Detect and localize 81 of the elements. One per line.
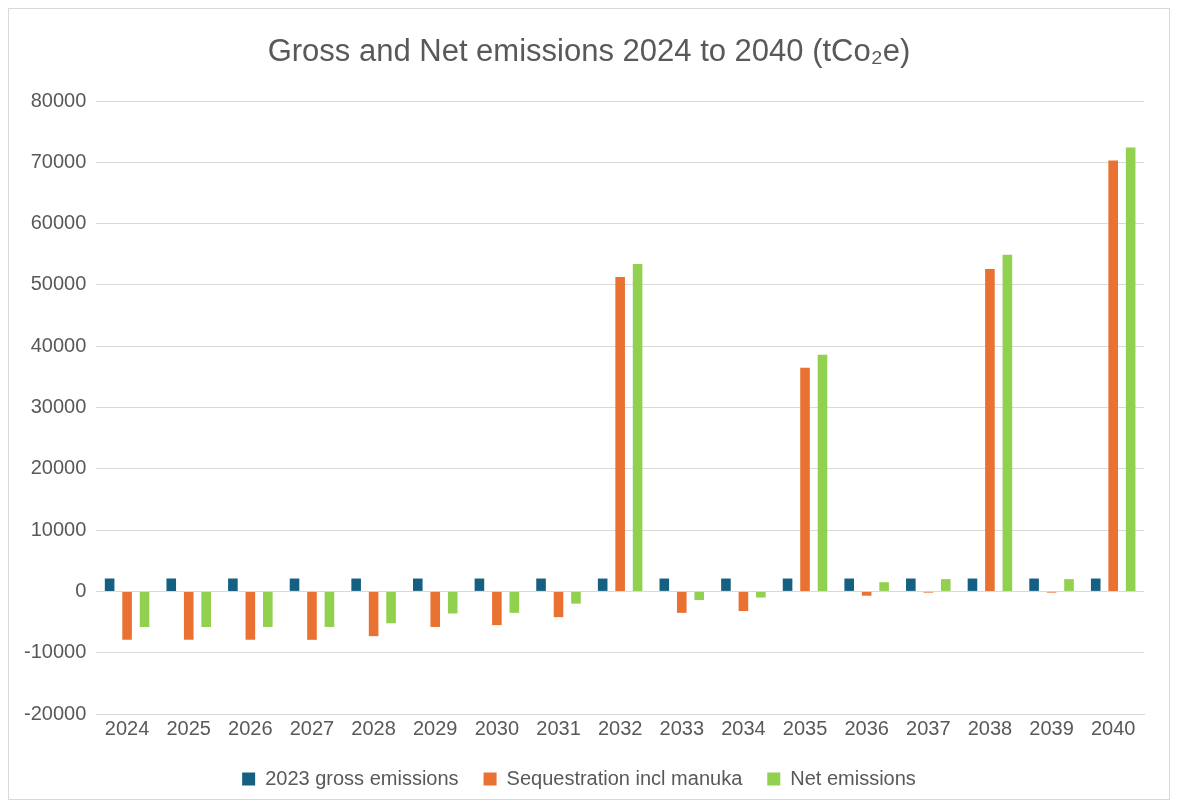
x-tick-label: 2029 bbox=[413, 716, 458, 739]
y-tick-label: -20000 bbox=[23, 701, 87, 724]
bar bbox=[430, 591, 441, 627]
bar bbox=[104, 578, 115, 591]
bar bbox=[782, 578, 793, 591]
bar bbox=[166, 578, 177, 591]
bar bbox=[721, 578, 731, 591]
bar bbox=[906, 578, 916, 591]
y-tick-label: 80000 bbox=[30, 88, 87, 111]
bar bbox=[509, 591, 520, 613]
y-tick-label: 20000 bbox=[30, 456, 87, 479]
legend-label: 2023 gross emissions bbox=[265, 766, 459, 789]
x-tick-label: 2034 bbox=[721, 716, 766, 739]
bar bbox=[571, 591, 581, 604]
bar bbox=[492, 591, 502, 626]
bar bbox=[1002, 254, 1013, 591]
bar bbox=[368, 591, 379, 637]
x-tick-label: 2025 bbox=[166, 716, 211, 739]
x-tick-label: 2032 bbox=[597, 716, 643, 739]
y-tick-label: 0 bbox=[75, 578, 87, 601]
y-tick-label: -10000 bbox=[23, 640, 87, 663]
legend-label: Net emissions bbox=[790, 766, 916, 789]
bar bbox=[307, 591, 317, 640]
x-tick-label: 2031 bbox=[536, 716, 581, 739]
bar bbox=[1064, 579, 1074, 591]
bar bbox=[122, 591, 132, 640]
bar bbox=[597, 578, 608, 591]
bar bbox=[139, 591, 150, 627]
bar bbox=[474, 578, 485, 591]
bar bbox=[817, 354, 828, 591]
bar bbox=[1125, 147, 1136, 591]
bar bbox=[553, 591, 564, 618]
x-tick-label: 2036 bbox=[844, 716, 889, 739]
x-tick-label: 2030 bbox=[474, 716, 520, 739]
x-tick-label: 2038 bbox=[967, 716, 1013, 739]
bar bbox=[738, 591, 749, 612]
bar bbox=[844, 578, 854, 591]
bar bbox=[1090, 578, 1101, 591]
y-tick-label: 10000 bbox=[30, 517, 87, 540]
x-tick-label: 2040 bbox=[1090, 716, 1136, 739]
bar bbox=[263, 591, 273, 627]
x-tick-label: 2035 bbox=[782, 716, 828, 739]
y-tick-label: 40000 bbox=[30, 333, 87, 356]
bar bbox=[289, 578, 300, 591]
bar bbox=[1029, 578, 1039, 591]
bar bbox=[861, 591, 872, 596]
bar bbox=[632, 264, 643, 591]
x-tick-label: 2027 bbox=[289, 716, 335, 739]
y-tick-label: 30000 bbox=[30, 395, 87, 418]
bar bbox=[676, 591, 687, 613]
bar bbox=[756, 591, 766, 598]
y-tick-label: 50000 bbox=[30, 272, 87, 295]
bar bbox=[183, 591, 194, 640]
x-tick-label: 2039 bbox=[1029, 716, 1074, 739]
y-tick-label: 60000 bbox=[30, 211, 87, 234]
bar bbox=[1108, 160, 1118, 591]
y-tick-label: 70000 bbox=[30, 149, 87, 172]
bar bbox=[967, 578, 978, 591]
bar bbox=[694, 591, 705, 600]
x-tick-label: 2028 bbox=[351, 716, 396, 739]
bar bbox=[985, 268, 995, 591]
bar bbox=[201, 591, 211, 627]
x-tick-label: 2037 bbox=[906, 716, 951, 739]
bar bbox=[940, 579, 951, 591]
chart-title: Gross and Net emissions 2024 to 2040 (tCo₂e) bbox=[266, 33, 912, 69]
legend-label: Sequestration incl manuka bbox=[506, 766, 744, 789]
bar bbox=[659, 578, 670, 591]
bar bbox=[245, 591, 256, 640]
bar bbox=[386, 591, 396, 624]
bar bbox=[351, 578, 361, 591]
x-tick-label: 2026 bbox=[228, 716, 273, 739]
x-tick-label: 2024 bbox=[104, 716, 150, 739]
bar bbox=[879, 582, 889, 591]
bar bbox=[800, 367, 810, 591]
bar bbox=[324, 591, 335, 627]
bar bbox=[447, 591, 458, 614]
bar bbox=[615, 276, 625, 591]
bar bbox=[536, 578, 546, 591]
bar bbox=[412, 578, 423, 591]
x-tick-label: 2033 bbox=[659, 716, 705, 739]
bar bbox=[228, 578, 238, 591]
